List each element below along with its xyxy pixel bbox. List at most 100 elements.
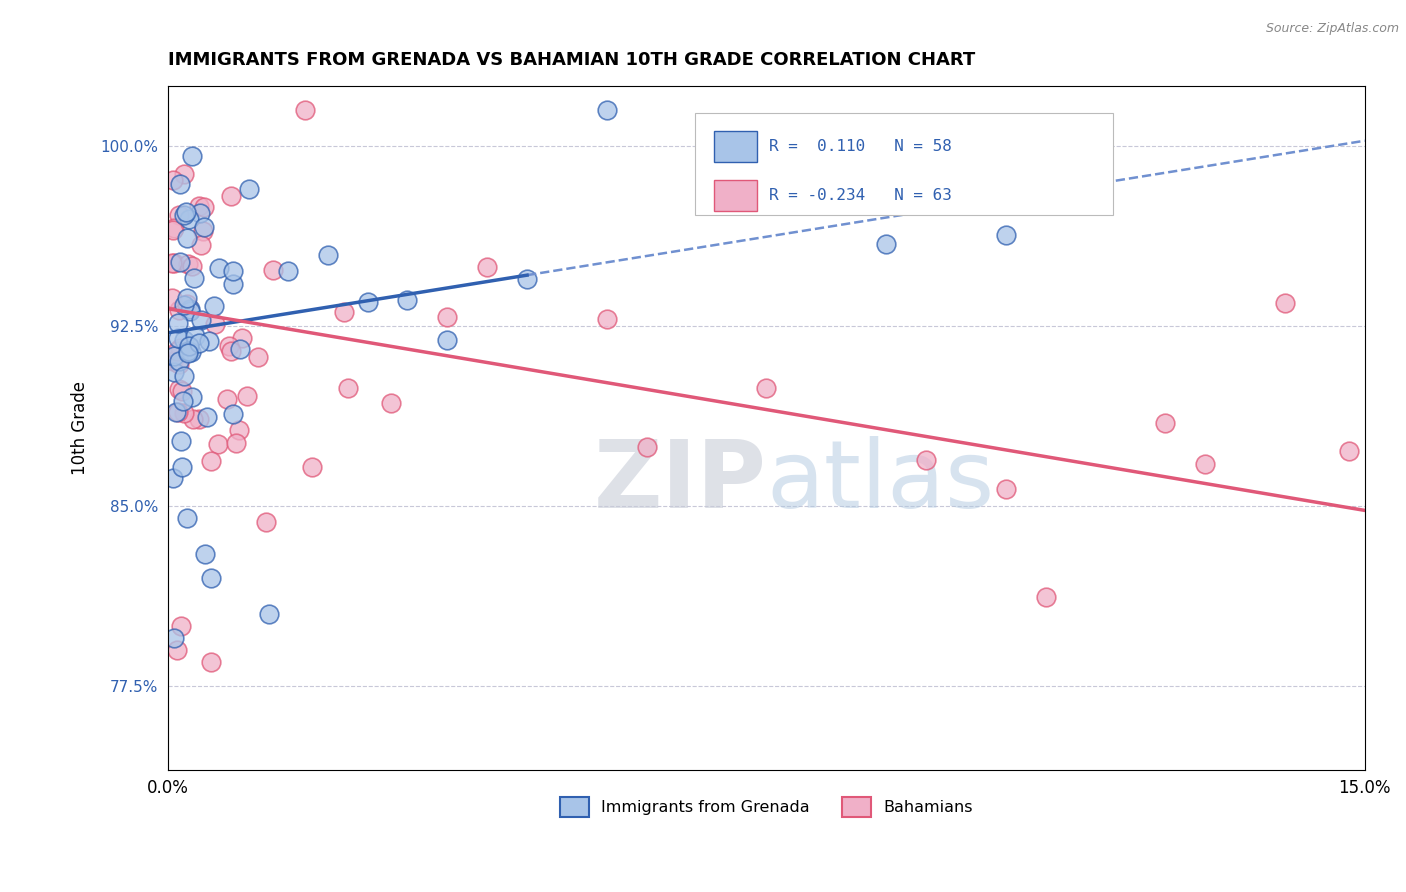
Point <box>301 460 323 475</box>
Point <box>1154 416 1177 430</box>
Point <box>1035 590 1057 604</box>
Point <box>169 255 191 269</box>
Point <box>436 310 458 324</box>
Point <box>200 454 222 468</box>
Point <box>180 149 202 163</box>
Point <box>180 345 202 359</box>
FancyBboxPatch shape <box>714 179 756 211</box>
Point <box>259 607 281 621</box>
Text: atlas: atlas <box>766 436 994 528</box>
Point <box>356 294 378 309</box>
Point <box>179 304 201 318</box>
Point <box>218 339 240 353</box>
Point <box>167 331 190 345</box>
Point <box>636 440 658 454</box>
Point <box>994 482 1017 496</box>
Text: R = -0.234   N = 63: R = -0.234 N = 63 <box>769 188 952 202</box>
Point <box>238 182 260 196</box>
Point <box>198 334 221 348</box>
Point <box>1194 457 1216 471</box>
Point <box>172 394 194 409</box>
Point <box>200 571 222 585</box>
Point <box>176 296 198 310</box>
Point <box>228 423 250 437</box>
Point <box>166 344 188 359</box>
Point <box>207 261 229 276</box>
Point <box>332 305 354 319</box>
Point <box>167 208 190 222</box>
Point <box>194 547 217 561</box>
Point <box>162 256 184 270</box>
Point <box>163 365 186 379</box>
Point <box>316 248 339 262</box>
Point <box>179 211 201 226</box>
Point <box>1274 295 1296 310</box>
Point <box>247 350 270 364</box>
Point <box>162 223 184 237</box>
Point <box>169 177 191 191</box>
Point <box>193 200 215 214</box>
Point <box>596 311 619 326</box>
Y-axis label: 10th Grade: 10th Grade <box>72 381 89 475</box>
Point <box>215 392 238 407</box>
Point <box>225 436 247 450</box>
Point <box>176 231 198 245</box>
Point <box>170 618 193 632</box>
Point <box>173 298 195 312</box>
Point <box>219 344 242 359</box>
Point <box>163 256 186 270</box>
Point <box>219 189 242 203</box>
Point <box>176 291 198 305</box>
Point <box>477 260 499 274</box>
Text: R =  0.110   N = 58: R = 0.110 N = 58 <box>769 139 952 154</box>
Point <box>202 299 225 313</box>
Point <box>396 293 419 308</box>
Point <box>716 169 738 184</box>
Point <box>163 631 186 645</box>
Text: ZIP: ZIP <box>593 436 766 528</box>
Point <box>162 471 184 485</box>
Point <box>188 335 211 350</box>
Point <box>162 354 184 368</box>
Point <box>181 259 204 273</box>
Point <box>191 224 214 238</box>
Point <box>176 510 198 524</box>
Point <box>170 384 193 398</box>
Point <box>167 353 190 368</box>
Point <box>184 329 207 343</box>
Point <box>167 382 190 396</box>
Point <box>167 316 190 330</box>
Point <box>188 205 211 219</box>
Point <box>163 349 186 363</box>
Point <box>222 407 245 421</box>
Point <box>173 208 195 222</box>
Point <box>277 264 299 278</box>
Point <box>173 368 195 383</box>
Text: IMMIGRANTS FROM GRENADA VS BAHAMIAN 10TH GRADE CORRELATION CHART: IMMIGRANTS FROM GRENADA VS BAHAMIAN 10TH… <box>169 51 976 69</box>
Point <box>163 220 186 235</box>
Point <box>915 453 938 467</box>
Point <box>755 381 778 395</box>
Point <box>236 388 259 402</box>
Point <box>204 318 226 332</box>
Point <box>193 220 215 235</box>
Legend: Immigrants from Grenada, Bahamians: Immigrants from Grenada, Bahamians <box>554 791 980 823</box>
Point <box>177 339 200 353</box>
Point <box>231 331 253 345</box>
Point <box>167 405 190 419</box>
Point <box>177 257 200 271</box>
Text: Source: ZipAtlas.com: Source: ZipAtlas.com <box>1265 22 1399 36</box>
Point <box>169 341 191 355</box>
Point <box>173 334 195 348</box>
Point <box>170 434 193 448</box>
Point <box>181 412 204 426</box>
Point <box>183 271 205 285</box>
Point <box>170 460 193 475</box>
Point <box>187 199 209 213</box>
Point <box>188 412 211 426</box>
Point <box>162 172 184 186</box>
Point <box>197 410 219 425</box>
Point <box>1337 444 1360 458</box>
Point <box>229 343 252 357</box>
FancyBboxPatch shape <box>695 113 1114 216</box>
